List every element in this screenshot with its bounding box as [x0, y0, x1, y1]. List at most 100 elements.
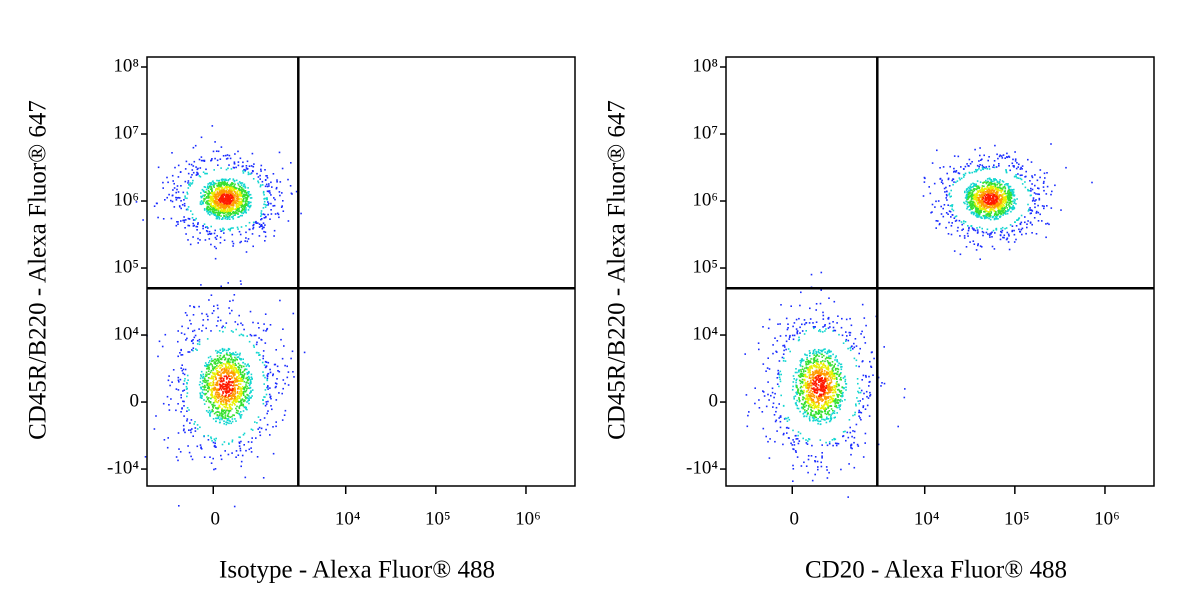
event-dot	[183, 216, 185, 218]
event-dot	[266, 198, 268, 201]
event-dot	[221, 414, 223, 416]
event-dot	[157, 355, 159, 358]
event-dot	[972, 185, 974, 188]
event-dot	[205, 400, 208, 403]
event-dot	[823, 373, 825, 375]
event-dot	[239, 370, 241, 373]
event-dot	[245, 396, 248, 399]
event-dot	[231, 439, 234, 441]
event-dot	[222, 190, 225, 192]
event-dot	[1048, 223, 1050, 226]
event-dot	[1017, 177, 1020, 179]
event-dot	[223, 368, 226, 371]
event-dot	[836, 399, 839, 401]
event-dot	[1004, 187, 1007, 189]
event-dot	[823, 370, 826, 372]
event-dot	[190, 210, 192, 212]
event-dot	[948, 221, 950, 224]
event-dot	[980, 169, 982, 172]
event-dot	[228, 357, 231, 360]
event-dot	[224, 195, 227, 197]
event-dot	[217, 406, 220, 408]
event-dot	[944, 191, 946, 193]
event-dot	[782, 443, 784, 446]
event-dot	[978, 205, 981, 208]
event-dot	[280, 338, 282, 341]
event-dot	[209, 411, 212, 414]
event-dot	[238, 401, 240, 403]
event-dot	[997, 213, 999, 216]
event-dot	[1009, 196, 1011, 199]
event-dot	[828, 379, 830, 381]
event-dot	[240, 240, 242, 243]
event-dot	[980, 188, 983, 190]
event-dot	[1009, 199, 1011, 202]
event-dot	[230, 330, 233, 332]
event-dot	[200, 284, 202, 286]
event-dot	[787, 327, 789, 329]
event-dot	[229, 202, 231, 205]
event-dot	[829, 399, 831, 401]
event-dot	[800, 291, 802, 294]
event-dot	[162, 218, 165, 220]
event-dot	[241, 209, 244, 211]
event-dot	[223, 398, 225, 401]
event-dot	[235, 407, 237, 410]
event-dot	[249, 310, 252, 313]
event-dot	[991, 236, 993, 238]
event-dot	[982, 188, 985, 191]
event-dot	[167, 181, 169, 184]
event-dot	[234, 404, 236, 406]
event-dot	[845, 439, 847, 442]
event-dot	[234, 202, 236, 205]
event-dot	[178, 381, 180, 383]
event-dot	[235, 211, 237, 213]
event-dot	[207, 434, 210, 437]
event-dot	[246, 198, 249, 200]
event-dot	[248, 371, 250, 374]
event-dot	[212, 185, 215, 187]
event-dot	[219, 361, 222, 364]
event-dot	[230, 364, 233, 367]
event-dot	[997, 202, 999, 205]
event-dot	[216, 367, 218, 369]
event-dot	[210, 388, 212, 391]
event-dot	[982, 182, 984, 184]
event-dot	[228, 409, 231, 412]
event-dot	[1020, 166, 1022, 169]
event-dot	[226, 386, 229, 389]
event-dot	[211, 205, 213, 207]
event-dot	[824, 419, 826, 421]
event-dot	[226, 210, 229, 213]
event-dot	[1002, 181, 1005, 183]
event-dot	[221, 418, 223, 421]
event-dot	[1016, 177, 1018, 179]
event-dot	[988, 195, 991, 197]
event-dot	[984, 167, 987, 170]
event-dot	[963, 176, 965, 178]
event-dot	[281, 419, 284, 421]
event-dot	[226, 406, 229, 409]
event-dot	[823, 418, 825, 421]
event-dot	[238, 375, 240, 377]
event-dot	[938, 223, 941, 226]
event-dot	[979, 164, 981, 166]
event-dot	[192, 339, 194, 341]
event-dot	[228, 390, 231, 392]
event-dot	[821, 455, 823, 457]
event-dot	[1005, 213, 1007, 215]
event-dot	[218, 213, 220, 216]
event-dot	[272, 373, 274, 375]
event-dot	[987, 233, 989, 235]
event-dot	[232, 392, 234, 395]
event-dot	[1030, 161, 1033, 163]
event-dot	[999, 202, 1001, 204]
event-dot	[257, 222, 259, 224]
event-dot	[200, 192, 202, 194]
event-dot	[822, 379, 825, 382]
event-dot	[995, 195, 997, 197]
event-dot	[1001, 193, 1004, 196]
event-dot	[994, 184, 997, 186]
event-dot	[232, 185, 234, 188]
event-dot	[215, 370, 218, 372]
